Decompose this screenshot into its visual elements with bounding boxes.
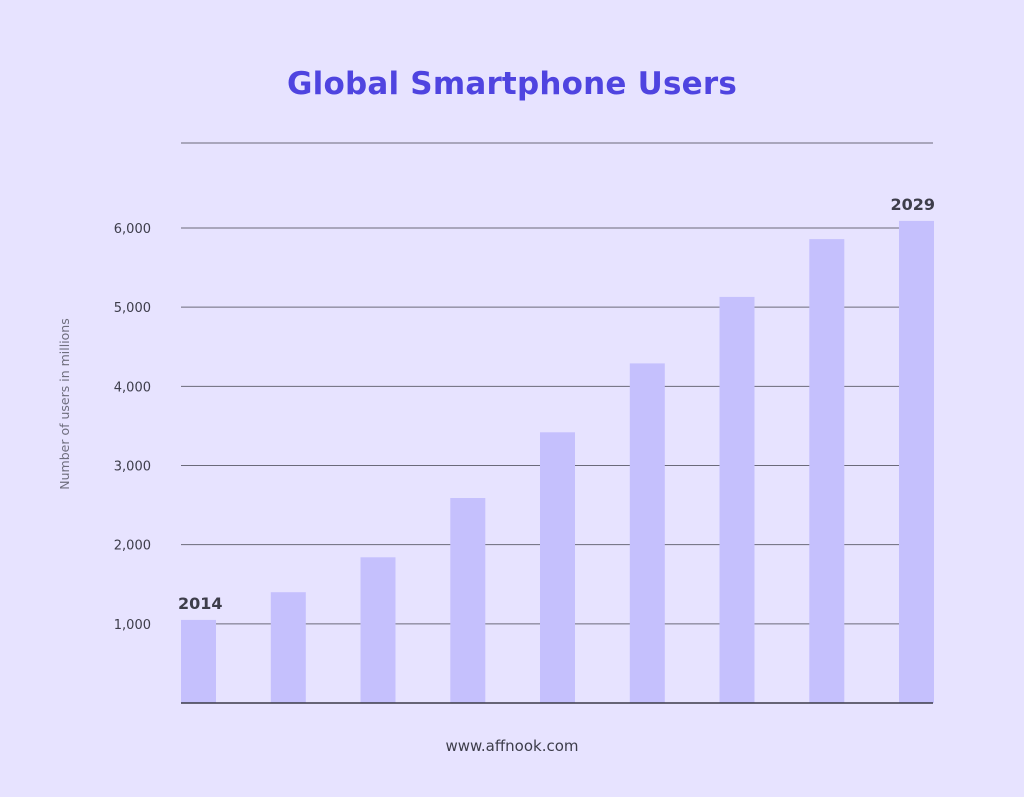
y-tick-label: 6,000 — [114, 222, 151, 237]
bar — [181, 619, 216, 703]
y-tick-label: 4,000 — [114, 380, 151, 395]
y-tick-label: 5,000 — [114, 301, 151, 316]
bar — [629, 363, 665, 703]
y-tick-label: 2,000 — [114, 539, 151, 554]
bar — [899, 220, 934, 703]
bar — [270, 592, 306, 703]
bar-annotations: 2014 2029 — [178, 195, 935, 613]
bar — [360, 557, 396, 703]
y-tick-labels: 1,000 2,000 3,000 4,000 5,000 6,000 — [114, 222, 151, 633]
bar — [719, 296, 755, 703]
y-axis-label: Number of users in millions — [57, 318, 72, 489]
bar — [540, 432, 575, 704]
y-tick-label: 1,000 — [114, 618, 151, 633]
chart-title: Global Smartphone Users — [287, 66, 737, 102]
bar-year-label: 2029 — [890, 195, 935, 214]
bar — [450, 498, 486, 703]
bars — [181, 220, 934, 704]
bar — [809, 239, 845, 703]
y-tick-label: 3,000 — [114, 460, 151, 475]
bar-year-label: 2014 — [178, 594, 223, 613]
footer-url: www.affnook.com — [445, 737, 579, 755]
